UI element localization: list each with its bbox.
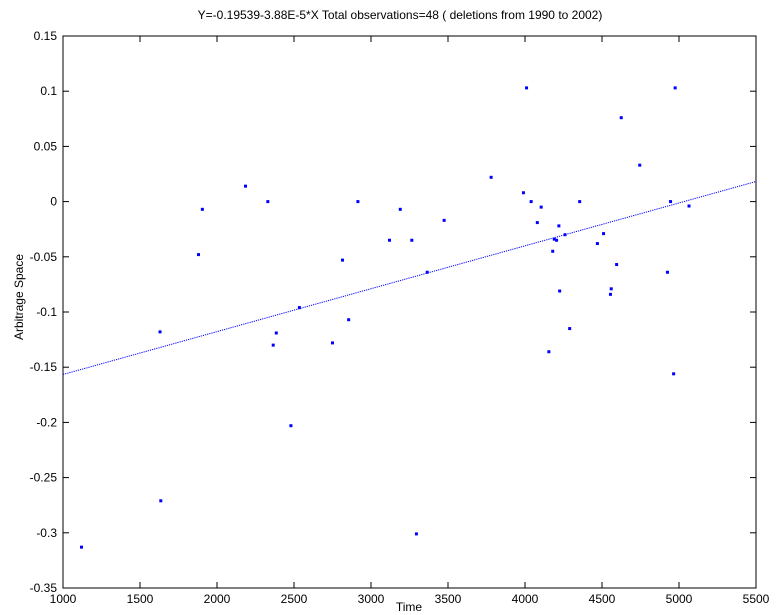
data-point <box>159 499 163 503</box>
data-point <box>665 270 669 274</box>
axes-box <box>62 35 757 589</box>
x-axis-title: Time <box>396 600 423 614</box>
x-tick-label: 1500 <box>127 592 154 606</box>
data-point <box>673 86 677 90</box>
data-point <box>79 545 83 549</box>
data-point <box>619 116 623 120</box>
y-tick-label: -0.1 <box>36 305 57 319</box>
data-point <box>442 218 446 222</box>
data-point <box>341 258 345 262</box>
data-point <box>525 86 529 90</box>
data-point <box>347 318 351 322</box>
data-point <box>297 306 301 310</box>
data-point <box>414 532 418 536</box>
data-point <box>398 207 402 211</box>
x-tick-label: 2000 <box>204 592 231 606</box>
x-tick-label: 3500 <box>435 592 462 606</box>
regression-line <box>62 181 757 375</box>
data-point <box>672 372 676 376</box>
x-tick-label: 5500 <box>743 592 770 606</box>
y-axis-title: Arbitrage Space <box>12 254 26 340</box>
data-point <box>266 200 270 204</box>
y-tick-label: -0.05 <box>30 250 58 264</box>
data-point <box>552 237 556 241</box>
x-tick-label: 1000 <box>50 592 77 606</box>
data-point <box>289 424 293 428</box>
data-point <box>558 289 562 293</box>
data-point <box>568 327 572 331</box>
data-point <box>578 200 582 204</box>
data-point <box>563 233 567 237</box>
y-tick-label: -0.25 <box>30 471 58 485</box>
data-point <box>243 184 247 188</box>
x-tick-label: 3000 <box>358 592 385 606</box>
data-point <box>521 191 525 195</box>
data-point <box>535 221 539 225</box>
data-point <box>608 292 612 296</box>
data-point <box>529 200 533 204</box>
data-point <box>551 249 555 253</box>
data-point <box>547 350 551 354</box>
data-point <box>595 242 599 246</box>
data-point <box>158 330 162 334</box>
data-point <box>539 205 543 209</box>
y-tick-label: 0 <box>50 195 57 209</box>
y-tick-label: -0.15 <box>30 360 58 374</box>
plot-area: 1000 1500 2000 2500 3000 3500 4000 4500 5000 5500… <box>30 29 770 606</box>
data-point <box>557 224 561 228</box>
y-tick-label: -0.3 <box>36 526 57 540</box>
data-point <box>331 341 334 345</box>
data-point <box>615 263 619 267</box>
data-point <box>669 200 673 204</box>
data-point <box>356 200 360 204</box>
data-point <box>197 253 201 257</box>
x-tick-label: 5000 <box>666 592 693 606</box>
data-point <box>410 238 414 242</box>
data-point <box>638 163 642 167</box>
x-tick-label: 2500 <box>281 592 308 606</box>
y-tick-label: -0.2 <box>36 415 57 429</box>
data-point <box>555 238 559 242</box>
y-tick-label: -0.35 <box>30 581 58 595</box>
y-tick-label: 0.05 <box>34 139 58 153</box>
chart-title: Y=-0.19539-3.88E-5*X Total observations=… <box>198 8 603 22</box>
data-point <box>687 204 691 208</box>
y-tick-label: 0.15 <box>34 29 58 43</box>
x-tick-label: 4500 <box>589 592 616 606</box>
data-point <box>274 331 278 335</box>
data-point <box>200 207 204 211</box>
data-point <box>602 232 606 236</box>
data-point <box>489 175 493 179</box>
data-point <box>609 287 613 291</box>
x-tick-label: 4000 <box>512 592 539 606</box>
data-point <box>271 343 275 347</box>
data-point <box>387 238 391 242</box>
y-tick-label: 0.1 <box>40 84 57 98</box>
data-point <box>425 270 429 274</box>
